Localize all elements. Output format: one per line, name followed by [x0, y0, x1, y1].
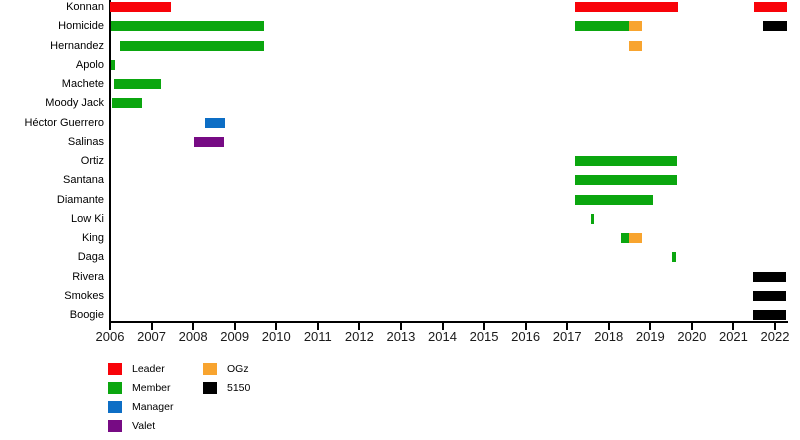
timeline-bar-moody-jack-member [112, 98, 142, 109]
timeline-bar-low-ki-member [590, 213, 595, 224]
x-axis-tick [524, 323, 527, 330]
legend-swatch-valet [108, 420, 122, 432]
row-label-king: King [81, 232, 104, 244]
x-axis-tick-label: 2021 [718, 329, 748, 344]
row-label-hernandez: Hernandez [50, 39, 104, 52]
timeline-bar-rivera-5150 [752, 271, 786, 282]
x-axis-tick [732, 323, 735, 330]
row-label-smokes: Smokes [64, 289, 104, 302]
x-axis-tick-label: 2008 [178, 329, 208, 344]
x-axis-tick [690, 323, 693, 330]
row-label-apolo: Apolo [75, 58, 104, 71]
timeline-bar-homicide-5150 [762, 21, 788, 32]
row-label-low-ki: Low Ki [70, 212, 104, 225]
x-axis-tick-label: 2011 [303, 329, 332, 344]
timeline-bar-homicide-member [110, 21, 264, 32]
row-label-hector-guerrero: Héctor Guerrero [24, 116, 104, 129]
x-axis-line [109, 321, 788, 323]
x-axis-tick-label: 2018 [594, 329, 624, 344]
legend-label-valet: Valet [132, 420, 156, 432]
timeline-bar-smokes-5150 [752, 290, 786, 301]
x-axis-tick [150, 323, 153, 330]
x-axis-tick [109, 323, 111, 330]
timeline-bar-salinas-valet [193, 136, 224, 147]
x-axis-tick [607, 323, 610, 330]
legend-label-5150: 5150 [227, 382, 251, 394]
legend-label-leader: Leader [132, 363, 165, 375]
x-axis-tick [316, 323, 319, 330]
legend-swatch-5150 [203, 382, 217, 394]
x-axis-tick [649, 323, 652, 330]
row-label-moody-jack: Moody Jack [45, 97, 104, 110]
x-axis-tick-label: 2019 [635, 329, 665, 344]
x-axis-tick-label: 2017 [552, 329, 582, 344]
x-axis-tick-label: 2020 [677, 329, 707, 344]
x-axis-tick [358, 323, 361, 330]
legend-swatch-manager [108, 401, 122, 413]
x-axis-tick [566, 323, 569, 330]
row-label-santana: Santana [63, 174, 104, 187]
legend-swatch-member [108, 382, 122, 394]
y-axis-line [109, 0, 111, 323]
row-label-daga: Daga [77, 251, 104, 264]
timeline-bar-apolo-member [110, 59, 116, 70]
x-axis-tick-label: 2009 [220, 329, 250, 344]
timeline-bar-homicide-member [575, 21, 629, 32]
timeline-bar-machete-member [114, 79, 162, 89]
timeline-bar-hernandez-ogz [628, 40, 642, 51]
legend-label-ogz: OGz [227, 363, 249, 375]
x-axis-tick-label: 2016 [511, 329, 541, 344]
timeline-bar-king-member [621, 233, 629, 243]
x-axis-tick [275, 323, 278, 330]
timeline-bar-homicide-ogz [628, 21, 642, 32]
x-axis-tick [399, 323, 402, 330]
x-axis-tick-label: 2015 [469, 329, 499, 344]
timeline-bar-konnan-leader [110, 2, 172, 12]
x-axis-tick-label: 2012 [344, 329, 374, 344]
timeline-bar-king-ogz [628, 233, 642, 243]
timeline-bar-konnan-leader [753, 2, 788, 12]
timeline-bar-hector-guerrero-manager [205, 117, 226, 128]
row-label-ortiz: Ortiz [80, 155, 104, 167]
row-label-salinas: Salinas [67, 135, 104, 148]
legend-label-member: Member [132, 382, 171, 394]
row-label-diamante: Diamante [56, 193, 104, 206]
x-axis-tick-label: 2022 [760, 329, 790, 344]
timeline-bar-konnan-leader [575, 2, 678, 12]
row-label-homicide: Homicide [58, 20, 104, 33]
row-label-rivera: Rivera [72, 270, 104, 283]
timeline-bar-daga-member [671, 252, 677, 263]
timeline-bar-diamante-member [575, 194, 654, 205]
x-axis-tick [774, 323, 776, 330]
row-label-machete: Machete [61, 78, 104, 90]
timeline-bar-hernandez-member [119, 40, 264, 51]
timeline-bar-boogie-5150 [752, 310, 786, 320]
x-axis-tick [192, 323, 195, 330]
x-axis-tick [483, 323, 486, 330]
legend-swatch-leader [108, 363, 122, 375]
legend-label-manager: Manager [132, 401, 174, 413]
timeline-bar-ortiz-member [575, 156, 677, 166]
legend-swatch-ogz [203, 363, 217, 375]
x-axis-tick-label: 2013 [386, 329, 416, 344]
x-axis-tick-label: 2006 [95, 329, 125, 344]
row-label-boogie: Boogie [69, 309, 104, 321]
row-label-konnan: Konnan [66, 1, 104, 13]
x-axis-tick [233, 323, 236, 330]
x-axis-tick [441, 323, 444, 330]
timeline-bar-santana-member [575, 175, 677, 186]
x-axis-tick-label: 2010 [261, 329, 291, 344]
x-axis-tick-label: 2014 [428, 329, 457, 344]
x-axis-tick-label: 2007 [137, 329, 167, 344]
